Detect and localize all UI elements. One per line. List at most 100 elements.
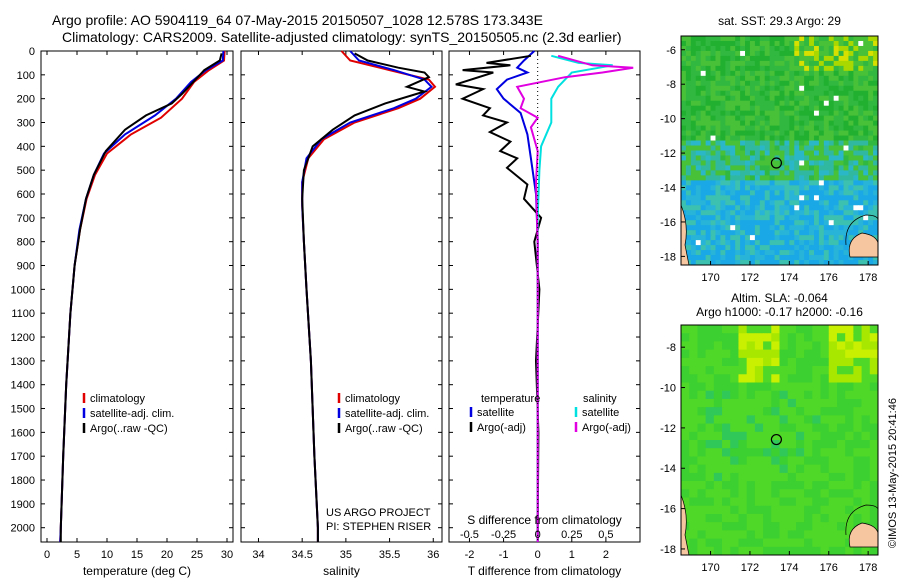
- map-cell: [769, 95, 776, 102]
- map-cell: [799, 100, 805, 107]
- map-cell: [813, 260, 820, 266]
- map-cell: [812, 357, 822, 367]
- map-cell: [809, 240, 815, 246]
- map-cell: [861, 382, 871, 392]
- map-cell: [828, 40, 835, 47]
- map-cell: [828, 481, 838, 490]
- map-cell: [853, 36, 859, 42]
- map-cell: [795, 333, 805, 342]
- map-cell: [836, 530, 846, 540]
- map-cell: [749, 135, 756, 142]
- map-cell: [710, 230, 716, 236]
- map-cell: [848, 110, 854, 117]
- map-cell: [754, 374, 764, 383]
- credit-line-1: US ARGO PROJECT: [326, 507, 431, 519]
- map-cell: [818, 210, 825, 216]
- map-cell: [818, 130, 825, 137]
- map-cell: [738, 530, 748, 540]
- map-cell: [738, 546, 748, 556]
- map-cell: [833, 70, 840, 77]
- map-cell: [779, 464, 789, 474]
- map-cell: [779, 100, 785, 107]
- map-cell: [813, 45, 820, 52]
- x-tick-label: 0: [535, 549, 541, 561]
- map-cell: [804, 190, 810, 196]
- map-cell: [774, 215, 780, 221]
- map-cell: [710, 120, 716, 127]
- map-cell: [705, 333, 715, 342]
- map-cell: [833, 135, 840, 142]
- map-cell: [715, 55, 721, 62]
- map-cell: [685, 100, 692, 107]
- map-cell: [853, 80, 859, 87]
- map-cell: [754, 180, 761, 186]
- map-cell: [725, 250, 731, 256]
- map-cell: [794, 225, 800, 231]
- map-cell: [695, 240, 702, 246]
- map-cell: [764, 36, 771, 42]
- map-cell: [858, 100, 864, 107]
- map-cell: [799, 75, 805, 82]
- map-cell: [828, 374, 838, 383]
- map-cell: [779, 185, 785, 191]
- map-cell: [754, 50, 761, 57]
- map-cell: [725, 36, 731, 42]
- map-cell: [725, 145, 731, 151]
- map-cell: [735, 225, 741, 231]
- map-cell: [818, 160, 825, 166]
- map-cell: [700, 80, 707, 87]
- map-cell: [690, 240, 697, 246]
- map-cell: [754, 105, 761, 112]
- map-cell: [795, 374, 805, 383]
- x-tick-label: 170: [701, 562, 719, 574]
- map-frame: [680, 324, 879, 556]
- map-cell: [725, 55, 731, 62]
- map-cell: [845, 349, 854, 359]
- map-cell: [715, 235, 721, 241]
- map-cell: [809, 190, 815, 196]
- map-cell: [853, 398, 863, 408]
- map-cell: [779, 120, 785, 127]
- map-cell: [838, 200, 845, 206]
- map-cell: [705, 220, 712, 226]
- map-cell: [759, 85, 766, 92]
- map-cell: [836, 374, 846, 383]
- map-cell: [685, 185, 692, 191]
- map-cell: [700, 165, 707, 171]
- map-cell: [745, 205, 751, 211]
- map-cell: [787, 538, 797, 548]
- map-cell: [738, 513, 748, 523]
- map-cell: [720, 36, 726, 42]
- map-cell: [697, 440, 707, 449]
- map-cell: [794, 255, 800, 261]
- map-cell: [794, 165, 800, 171]
- map-cell: [725, 100, 731, 107]
- map-cell: [828, 205, 835, 211]
- x-tick-label: 30: [221, 549, 233, 561]
- map-cell: [804, 240, 810, 246]
- map-cell: [868, 105, 874, 112]
- y-tick-label: 1000: [11, 284, 35, 296]
- map-cell: [730, 155, 736, 161]
- map-cell: [809, 250, 815, 256]
- y-tick-label: 1500: [11, 404, 35, 416]
- map-cell: [836, 513, 846, 523]
- map-cell: [763, 448, 772, 457]
- map-cell: [697, 472, 707, 482]
- map-cell: [725, 45, 731, 52]
- map-cell: [720, 125, 726, 132]
- map-cell: [779, 415, 789, 425]
- map-cell: [873, 90, 879, 97]
- map-cell: [795, 440, 805, 449]
- map-cell: [749, 65, 756, 72]
- map-cell: [804, 75, 810, 82]
- map-cell: [759, 195, 766, 201]
- map-cell: [763, 325, 772, 334]
- map-cell: [764, 125, 771, 132]
- map-cell: [754, 150, 761, 156]
- map-cell: [828, 415, 838, 425]
- map-cell: [838, 145, 845, 151]
- map-cell: [705, 135, 712, 142]
- map-cell: [705, 513, 715, 523]
- map-cell: [764, 55, 771, 62]
